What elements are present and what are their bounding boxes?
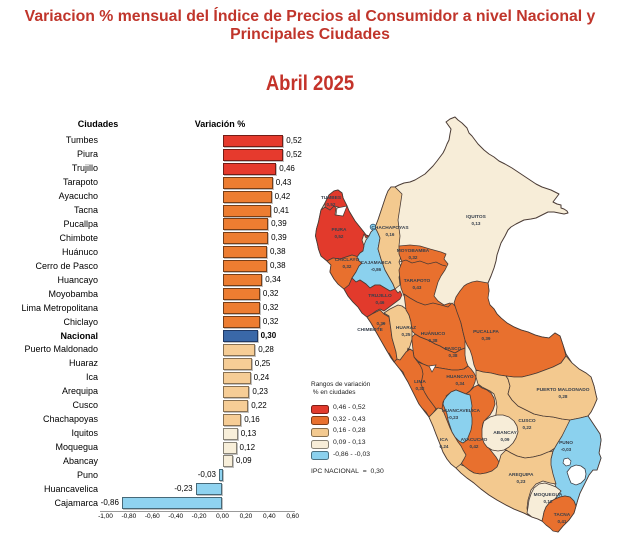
svg-text:TARAPOTO: TARAPOTO (404, 278, 431, 284)
svg-text:HUANCAYO: HUANCAYO (446, 374, 474, 380)
svg-text:0,39: 0,39 (482, 336, 491, 341)
svg-text:PUCALLPA: PUCALLPA (473, 329, 499, 335)
svg-text:-0,23: -0,23 (448, 415, 459, 420)
svg-text:0,38: 0,38 (429, 338, 438, 343)
svg-text:0,46: 0,46 (376, 300, 385, 305)
svg-text:HUARAZ: HUARAZ (396, 325, 416, 331)
svg-text:0,12: 0,12 (544, 499, 553, 504)
svg-text:TACNA: TACNA (554, 512, 571, 518)
svg-text:0,43: 0,43 (413, 285, 422, 290)
svg-text:CUSCO: CUSCO (518, 418, 536, 424)
svg-text:PIURA: PIURA (332, 227, 347, 233)
svg-text:PASCO: PASCO (445, 346, 462, 352)
svg-text:-0,86: -0,86 (371, 267, 382, 272)
svg-text:MOQUEGUA: MOQUEGUA (534, 492, 563, 498)
svg-text:CHIMBOTE: CHIMBOTE (357, 327, 383, 333)
svg-text:0,09: 0,09 (501, 437, 510, 442)
svg-text:MOYOBAMBA: MOYOBAMBA (397, 248, 430, 254)
svg-text:0,41: 0,41 (558, 519, 567, 524)
svg-text:CHICLAYO: CHICLAYO (335, 257, 360, 263)
svg-text:0,38: 0,38 (449, 353, 458, 358)
svg-text:ABANCAY: ABANCAY (493, 430, 517, 436)
svg-text:0,42: 0,42 (470, 444, 479, 449)
svg-text:0,32: 0,32 (409, 255, 418, 260)
svg-text:0,52: 0,52 (335, 234, 344, 239)
svg-text:TRUJILLO: TRUJILLO (368, 293, 392, 299)
svg-text:LIMA: LIMA (414, 379, 426, 385)
svg-text:PUERTO MALDONADO: PUERTO MALDONADO (537, 387, 590, 393)
svg-text:0,24: 0,24 (440, 444, 449, 449)
svg-text:HUANCAVELICA: HUANCAVELICA (442, 408, 481, 414)
svg-text:0,13: 0,13 (472, 221, 481, 226)
svg-text:HUÁNUCO: HUÁNUCO (421, 330, 446, 337)
svg-text:CHACHAPOYAS: CHACHAPOYAS (371, 225, 409, 231)
svg-text:CAJAMARCA: CAJAMARCA (361, 260, 392, 266)
svg-text:TUMBES: TUMBES (321, 195, 342, 201)
svg-text:0,32: 0,32 (416, 386, 425, 391)
svg-text:0,28: 0,28 (559, 394, 568, 399)
svg-text:PUNO: PUNO (559, 440, 573, 446)
svg-text:0,22: 0,22 (523, 425, 532, 430)
svg-text:-0,03: -0,03 (561, 447, 572, 452)
svg-text:0,34: 0,34 (456, 381, 465, 386)
svg-text:0,32: 0,32 (343, 264, 352, 269)
svg-text:IQUITOS: IQUITOS (466, 214, 486, 220)
svg-text:0,52: 0,52 (327, 202, 336, 207)
svg-text:0,23: 0,23 (517, 479, 526, 484)
svg-text:ICA: ICA (440, 437, 449, 443)
svg-text:AYACUCHO: AYACUCHO (461, 437, 488, 443)
svg-text:0,25: 0,25 (402, 332, 411, 337)
svg-text:AREQUIPA: AREQUIPA (509, 472, 534, 478)
svg-text:0,39: 0,39 (377, 321, 386, 326)
svg-text:0,16: 0,16 (386, 232, 395, 237)
